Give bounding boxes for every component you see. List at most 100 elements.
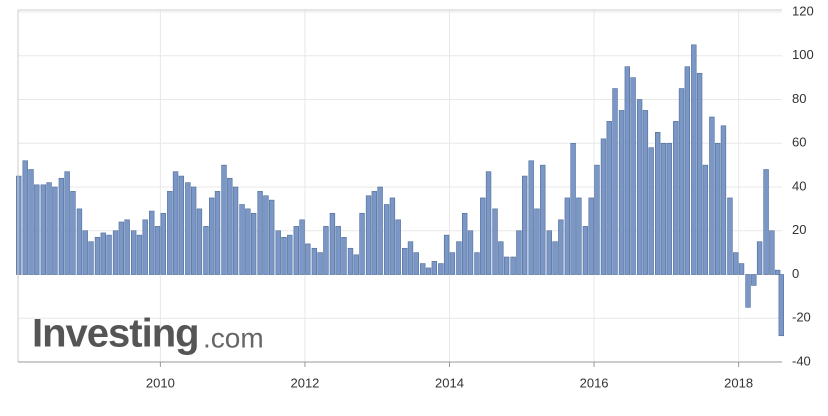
bar: [431, 261, 438, 275]
bar: [492, 208, 498, 275]
y-tick-label: 60: [792, 135, 806, 150]
bar: [407, 241, 414, 275]
bar: [709, 116, 715, 275]
bar: [365, 195, 372, 275]
bar: [666, 142, 672, 275]
bar: [335, 226, 341, 275]
bar: [402, 247, 408, 275]
bar: [154, 226, 161, 275]
bar: [88, 241, 94, 275]
bar: [40, 184, 46, 275]
y-tick-label: 0: [792, 266, 799, 281]
bar: [383, 204, 390, 275]
bar: [209, 197, 215, 275]
bar: [540, 164, 546, 275]
bar: [503, 256, 510, 275]
bar: [576, 197, 582, 275]
bar: [714, 142, 721, 275]
y-tick-label: -40: [792, 353, 811, 368]
bar: [34, 184, 40, 275]
bar: [521, 175, 528, 275]
bar: [160, 212, 166, 275]
bar: [112, 230, 119, 275]
bar: [149, 210, 155, 275]
bar: [341, 237, 347, 275]
x-tick-label: 2016: [580, 375, 609, 390]
bar: [371, 191, 378, 275]
bar: [618, 110, 625, 275]
bar: [745, 274, 751, 308]
bar: [474, 252, 480, 275]
bar: [438, 263, 444, 275]
bar: [660, 142, 667, 275]
bar: [420, 263, 426, 275]
bar: [94, 237, 101, 275]
bar: [329, 212, 336, 275]
x-tick-label: 2014: [435, 375, 464, 390]
bar: [203, 226, 209, 275]
bar: [232, 186, 239, 275]
bar: [185, 182, 191, 275]
bar: [299, 219, 305, 275]
bar: [269, 199, 275, 275]
bar: [395, 219, 401, 275]
bar: [196, 208, 203, 275]
y-tick-label: 20: [792, 222, 806, 237]
bar: [769, 230, 775, 275]
bar: [389, 197, 396, 275]
bar: [70, 191, 76, 275]
bar: [636, 99, 643, 275]
bar: [733, 252, 739, 275]
bar: [359, 212, 365, 275]
bar: [293, 226, 299, 275]
bar: [22, 160, 28, 275]
y-tick-label: 100: [792, 47, 814, 62]
bar: [124, 219, 130, 275]
bar: [594, 164, 600, 275]
y-tick-label: -20: [792, 310, 811, 325]
bar: [311, 247, 318, 275]
bar: [377, 186, 383, 275]
bar: [46, 182, 52, 275]
bar: [227, 177, 233, 275]
bar: [727, 197, 733, 275]
bar: [239, 204, 245, 275]
bar: [263, 195, 269, 275]
bar: [642, 110, 649, 275]
bar: [630, 77, 636, 275]
bar: [552, 241, 558, 275]
bar: [516, 230, 522, 275]
y-tick-label: 120: [792, 3, 814, 18]
bar: [221, 164, 227, 275]
bar: [76, 208, 83, 275]
bar: [305, 243, 311, 275]
bar: [58, 177, 65, 275]
bars: [16, 44, 784, 337]
bar: [347, 247, 354, 275]
bar: [778, 274, 784, 337]
bar: [425, 267, 432, 275]
bar: [52, 186, 58, 275]
bar: [480, 197, 486, 275]
bar: [720, 125, 727, 275]
bar: [570, 142, 576, 275]
bar: [64, 171, 70, 275]
watermark: Investing: [32, 312, 199, 356]
bar: [443, 234, 450, 275]
bar: [456, 241, 462, 275]
bar: [691, 44, 697, 275]
bar: [467, 230, 474, 275]
bar: [462, 212, 468, 275]
bar: [28, 169, 34, 275]
bar: [564, 197, 571, 275]
bar: [678, 88, 685, 275]
bar: [136, 234, 143, 275]
bar: [281, 237, 287, 275]
bar: [696, 72, 703, 275]
bar: [449, 252, 456, 275]
bar: [172, 171, 179, 275]
bar: [485, 171, 492, 275]
bar: [413, 252, 419, 275]
watermark-suffix: .com: [203, 322, 264, 353]
